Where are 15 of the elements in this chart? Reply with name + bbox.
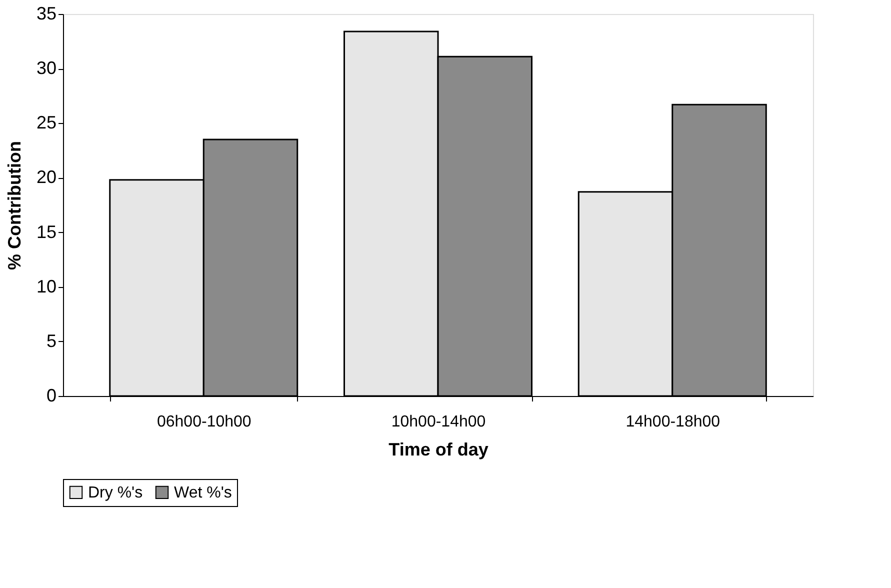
y-tick-label: 10 bbox=[36, 276, 56, 296]
x-tick-label: 14h00-18h00 bbox=[626, 414, 720, 430]
y-tick-label: 35 bbox=[36, 4, 56, 24]
legend-label: Wet %'s bbox=[174, 484, 232, 502]
y-axis-title: % Contribution bbox=[4, 141, 24, 270]
x-axis-title: Time of day bbox=[388, 440, 488, 460]
y-tick-label: 25 bbox=[36, 112, 56, 133]
y-tick-label: 15 bbox=[36, 222, 56, 242]
y-tick-label: 20 bbox=[36, 167, 56, 188]
x-tick-label: 06h00-10h00 bbox=[156, 414, 252, 430]
x-tick-label: 10h00-14h00 bbox=[391, 414, 486, 430]
y-tick-label: 30 bbox=[36, 58, 56, 78]
y-tick-label: 0 bbox=[46, 386, 56, 406]
legend-label: Dry %'s bbox=[88, 484, 143, 502]
y-tick-label: 5 bbox=[46, 330, 56, 351]
